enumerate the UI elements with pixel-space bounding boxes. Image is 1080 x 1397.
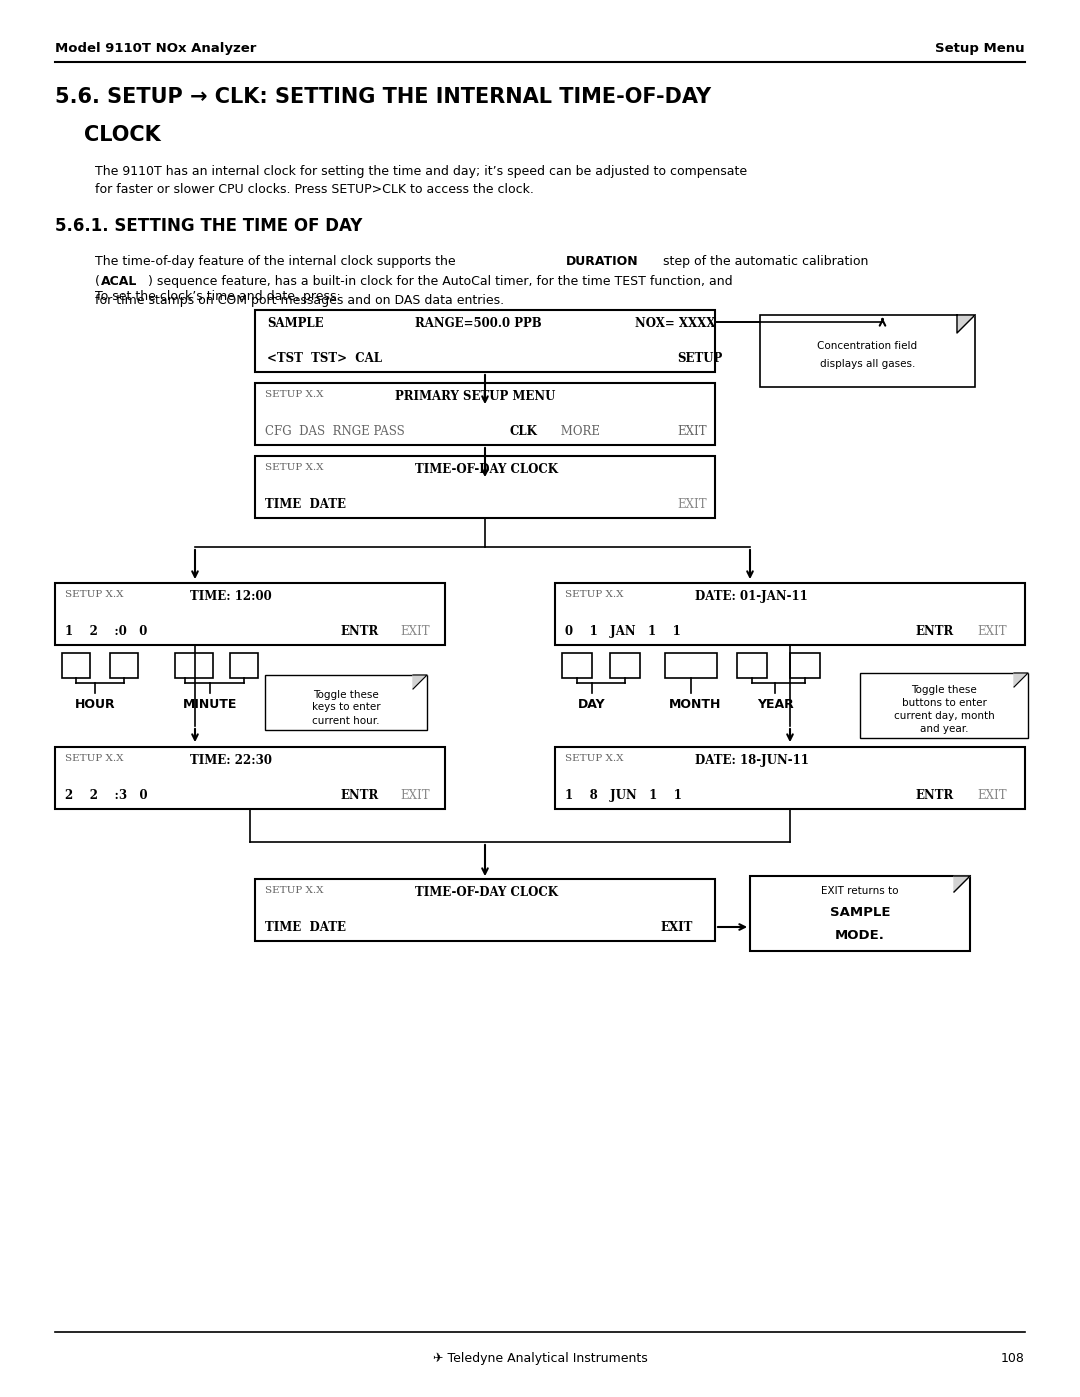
Polygon shape [957, 314, 975, 332]
Text: TIME-OF-DAY CLOCK: TIME-OF-DAY CLOCK [415, 886, 558, 900]
Bar [555, 747, 1025, 809]
Text: Toggle these: Toggle these [313, 690, 379, 700]
Text: The 9110T has an internal clock for setting the time and day; it’s speed can be : The 9110T has an internal clock for sett… [95, 165, 747, 196]
Bar [555, 583, 1025, 645]
Text: displays all gases.: displays all gases. [820, 359, 915, 369]
Text: SETUP X.X: SETUP X.X [265, 886, 324, 895]
Text: ENTR: ENTR [915, 624, 954, 638]
Bar [175, 652, 213, 678]
Bar [62, 652, 90, 678]
Text: MONTH: MONTH [669, 698, 721, 711]
Text: 108: 108 [1001, 1352, 1025, 1365]
Text: ✈ Teledyne Analytical Instruments: ✈ Teledyne Analytical Instruments [433, 1352, 647, 1365]
Text: EXIT: EXIT [977, 624, 1007, 638]
Bar [750, 876, 970, 951]
Text: ) sequence feature, has a built-in clock for the AutoCal timer, for the time TES: ) sequence feature, has a built-in clock… [148, 274, 733, 288]
Text: SETUP X.X: SETUP X.X [65, 590, 123, 599]
Text: MINUTE: MINUTE [183, 698, 238, 711]
Text: ENTR: ENTR [340, 789, 378, 802]
Text: SETUP X.X: SETUP X.X [265, 462, 324, 472]
Text: TIME  DATE: TIME DATE [265, 921, 346, 935]
Text: HOUR: HOUR [75, 698, 116, 711]
Text: CFG  DAS  RNGE PASS: CFG DAS RNGE PASS [265, 425, 408, 439]
Bar [760, 314, 975, 387]
Text: ENTR: ENTR [915, 789, 954, 802]
Text: EXIT: EXIT [977, 789, 1007, 802]
Text: EXIT: EXIT [660, 921, 692, 935]
Text: DATE: 18-JUN-11: DATE: 18-JUN-11 [696, 754, 809, 767]
Bar [265, 675, 427, 731]
Text: TIME-OF-DAY CLOCK: TIME-OF-DAY CLOCK [415, 462, 558, 476]
Text: SAMPLE: SAMPLE [267, 317, 324, 330]
Text: EXIT: EXIT [400, 624, 430, 638]
Bar [789, 652, 820, 678]
Polygon shape [1014, 673, 1028, 687]
Text: buttons to enter: buttons to enter [902, 698, 986, 708]
Text: The time-of-day feature of the internal clock supports the: The time-of-day feature of the internal … [95, 256, 460, 268]
Bar [860, 673, 1028, 738]
Bar [255, 383, 715, 446]
Text: TIME  DATE: TIME DATE [265, 497, 346, 511]
Bar [55, 747, 445, 809]
Bar [562, 652, 592, 678]
Text: SETUP X.X: SETUP X.X [565, 590, 623, 599]
Bar [255, 455, 715, 518]
Text: YEAR: YEAR [757, 698, 794, 711]
Text: NOX= XXXX: NOX= XXXX [635, 317, 715, 330]
Text: Concentration field: Concentration field [818, 341, 918, 351]
Bar [737, 652, 767, 678]
Text: SETUP X.X: SETUP X.X [65, 754, 123, 763]
Text: SETUP: SETUP [677, 352, 723, 365]
Text: for time stamps on COM port messages and on DAS data entries.: for time stamps on COM port messages and… [95, 293, 504, 307]
Polygon shape [954, 876, 970, 893]
Text: (: ( [95, 274, 99, 288]
Polygon shape [413, 675, 427, 689]
Text: 5.6.1. SETTING THE TIME OF DAY: 5.6.1. SETTING THE TIME OF DAY [55, 217, 363, 235]
Text: EXIT: EXIT [677, 425, 706, 439]
Text: DURATION: DURATION [566, 256, 638, 268]
Text: 5.6. SETUP → CLK: SETTING THE INTERNAL TIME-OF-DAY: 5.6. SETUP → CLK: SETTING THE INTERNAL T… [55, 87, 711, 108]
Text: RANGE=500.0 PPB: RANGE=500.0 PPB [415, 317, 542, 330]
Text: current day, month: current day, month [893, 711, 995, 721]
Text: ACAL: ACAL [102, 274, 137, 288]
Bar [110, 652, 138, 678]
Text: current hour.: current hour. [312, 715, 380, 725]
Text: CLK: CLK [510, 425, 538, 439]
Text: SETUP X.X: SETUP X.X [565, 754, 623, 763]
Text: PRIMARY SETUP MENU: PRIMARY SETUP MENU [395, 390, 555, 402]
Bar [230, 652, 258, 678]
Bar [55, 583, 445, 645]
Bar [610, 652, 640, 678]
Text: step of the automatic calibration: step of the automatic calibration [659, 256, 868, 268]
Text: Setup Menu: Setup Menu [935, 42, 1025, 54]
Bar [665, 652, 717, 678]
Text: ENTR: ENTR [340, 624, 378, 638]
Text: 2    2    :3   0: 2 2 :3 0 [65, 789, 148, 802]
Text: 1    2    :0   0: 1 2 :0 0 [65, 624, 147, 638]
Text: and year.: and year. [920, 724, 969, 733]
Text: EXIT: EXIT [400, 789, 430, 802]
Text: 1    8   JUN   1    1: 1 8 JUN 1 1 [565, 789, 681, 802]
Text: DAY: DAY [578, 698, 606, 711]
Text: MODE.: MODE. [835, 929, 885, 942]
Text: SAMPLE: SAMPLE [829, 907, 890, 919]
Text: 0    1   JAN   1    1: 0 1 JAN 1 1 [565, 624, 680, 638]
Text: DATE: 01-JAN-11: DATE: 01-JAN-11 [696, 590, 808, 604]
Text: <TST  TST>  CAL: <TST TST> CAL [267, 352, 382, 365]
Text: TIME: 12:00: TIME: 12:00 [190, 590, 272, 604]
Text: SETUP X.X: SETUP X.X [265, 390, 324, 400]
Text: CLOCK: CLOCK [55, 124, 161, 145]
Bar [255, 310, 715, 372]
Text: EXIT returns to: EXIT returns to [821, 886, 899, 895]
Text: Model 9110T NOx Analyzer: Model 9110T NOx Analyzer [55, 42, 256, 54]
Text: To set the clock’s time and date, press:: To set the clock’s time and date, press: [95, 291, 341, 303]
Text: keys to enter: keys to enter [312, 703, 380, 712]
Text: Toggle these: Toggle these [912, 685, 977, 694]
Text: TIME: 22:30: TIME: 22:30 [190, 754, 272, 767]
Text: MORE: MORE [557, 425, 600, 439]
Bar [255, 879, 715, 942]
Text: EXIT: EXIT [677, 497, 706, 511]
